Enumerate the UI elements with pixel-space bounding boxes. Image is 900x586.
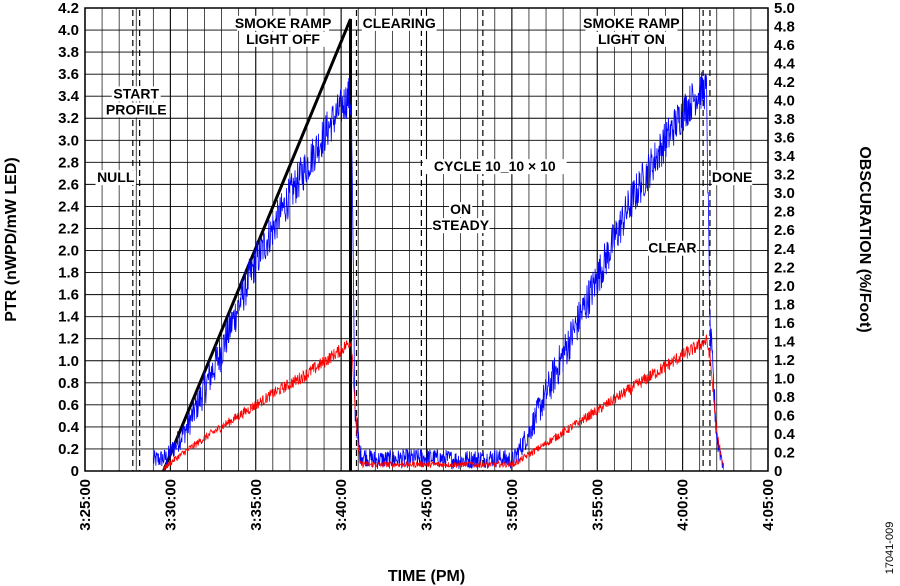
y-tick-label: 1.2 (58, 331, 79, 348)
annotation-bg (431, 218, 490, 234)
y2-tick-label: 4.0 (774, 93, 795, 110)
annotation-label: DONE (712, 169, 752, 185)
y2-tick-label: 3.2 (774, 167, 795, 184)
annotation-label: STEADY (432, 217, 489, 233)
annotation-label: CLEAR (648, 240, 696, 256)
event-lines (132, 10, 711, 471)
y2-tick-label: 4.2 (774, 74, 795, 91)
y-tick-label: 3.4 (58, 88, 80, 105)
annotation-bg (237, 15, 330, 31)
y2-tick-label: 1.6 (774, 315, 795, 332)
y-tick-label: 2.4 (58, 198, 80, 215)
y2-tick-label: 0.8 (774, 389, 795, 406)
x-tick-label: 4:05:00 (760, 479, 777, 531)
annotation-bg (361, 15, 437, 31)
y-tick-label: 2.8 (58, 154, 79, 171)
x-tick-label: 3:50:00 (504, 479, 521, 531)
series-line-2 (163, 334, 724, 471)
x-tick-label: 3:35:00 (248, 479, 265, 531)
y2-tick-label: 2.6 (774, 222, 795, 239)
y-tick-label: 0.4 (58, 419, 80, 436)
y2-tick-label: 0 (774, 463, 782, 480)
series-line-0 (162, 18, 352, 472)
figure-id: 17041-009 (884, 522, 896, 575)
y-tick-label: 2.6 (58, 176, 79, 193)
y2-tick-label: 3.8 (774, 111, 795, 128)
annotation-label: SMOKE RAMP (583, 15, 679, 31)
y-tick-label: 1.4 (58, 309, 80, 326)
x-tick-label: 4:00:00 (675, 479, 692, 531)
annotation-label: NULL (97, 169, 135, 185)
y-tick-label: 0 (71, 463, 79, 480)
y2-tick-label: 1.8 (774, 296, 795, 313)
y2-tick-label: 2.0 (774, 278, 795, 295)
y2-tick-label: 5.0 (774, 0, 795, 17)
annotation-bg (95, 170, 136, 186)
annotation-bg (594, 31, 669, 47)
y2-tick-label: 4.6 (774, 37, 795, 54)
y-tick-label: 0.6 (58, 397, 79, 414)
annotation-label: ON (450, 201, 471, 217)
annotation-label: START (113, 85, 159, 101)
annotation-bg (241, 31, 325, 47)
annotation-bg (647, 240, 697, 256)
y2-axis-title: OBSCURATION (%/Foot) (856, 146, 873, 332)
y2-tick-label: 1.2 (774, 352, 795, 369)
x-tick-label: 3:25:00 (77, 479, 94, 531)
x-tick-label: 3:55:00 (589, 479, 606, 531)
y2-tick-label: 2.4 (774, 241, 796, 258)
y-tick-label: 3.2 (58, 110, 79, 127)
y2-tick-label: 0.4 (774, 426, 796, 443)
y-tick-label: 1.0 (58, 353, 79, 370)
y-tick-label: 0.8 (58, 375, 79, 392)
annotation-bg (711, 170, 753, 186)
y2-tick-label: 1.4 (774, 333, 796, 350)
annotation-label: SMOKE RAMP (235, 15, 331, 31)
y2-tick-label: 4.4 (774, 56, 796, 73)
y2-tick-label: 3.4 (774, 148, 796, 165)
y-tick-label: 2.2 (58, 220, 79, 237)
y2-tick-label: 3.6 (774, 130, 795, 147)
y-tick-label: 3.8 (58, 44, 79, 61)
y-tick-label: 1.6 (58, 287, 79, 304)
y2-tick-label: 0.6 (774, 407, 795, 424)
annotation-label: LIGHT ON (598, 31, 665, 47)
y2-tick-label: 3.0 (774, 185, 795, 202)
y-tick-label: 4.2 (58, 0, 79, 17)
y2-tick-label: 4.8 (774, 19, 795, 36)
annotation-bg (449, 202, 473, 218)
annotation-label: LIGHT OFF (246, 31, 320, 47)
annotation-label: PROFILE (106, 101, 167, 117)
annotation-bg (423, 159, 567, 175)
tick-labels: 00.20.40.60.81.01.21.41.61.82.02.22.42.6… (58, 0, 795, 531)
annotation-bg (111, 86, 161, 102)
y2-tick-label: 2.2 (774, 259, 795, 276)
plot-frame (84, 7, 769, 472)
annotation-bg (103, 102, 170, 118)
y-tick-label: 3.0 (58, 132, 79, 149)
annotation-label: CLEARING (363, 15, 436, 31)
y2-tick-label: 1.0 (774, 370, 795, 387)
y-tick-label: 0.2 (58, 441, 79, 458)
y-tick-label: 2.0 (58, 243, 79, 260)
y2-tick-label: 0.2 (774, 444, 795, 461)
annotation-label: CYCLE 10_10 × 10 (434, 158, 556, 174)
y-tick-label: 3.6 (58, 66, 79, 83)
series-group (152, 18, 724, 472)
x-tick-label: 3:40:00 (333, 479, 350, 531)
y-tick-label: 1.8 (58, 265, 79, 282)
annotation-bg (585, 15, 678, 31)
y-tick-label: 4.0 (58, 22, 79, 39)
y2-tick-label: 2.8 (774, 204, 795, 221)
y-axis-title: PTR (nWPD/mW LED) (3, 157, 20, 321)
x-tick-label: 3:45:00 (419, 479, 436, 531)
grid (84, 7, 769, 472)
x-axis-title: TIME (PM) (388, 568, 465, 585)
x-tick-label: 3:30:00 (162, 479, 179, 531)
